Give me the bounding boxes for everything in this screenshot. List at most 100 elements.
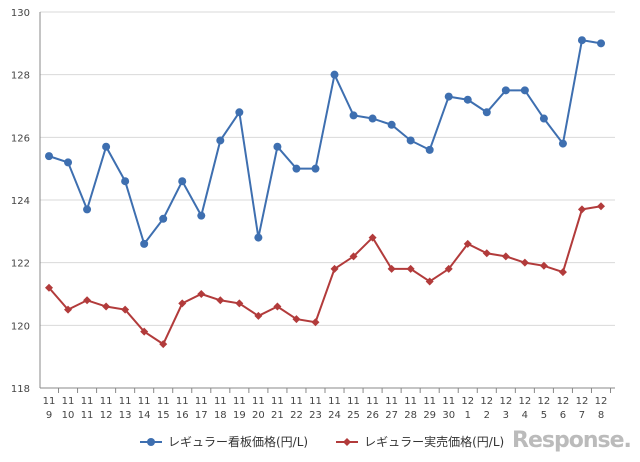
x-tick-label-day: 22 — [290, 410, 303, 421]
x-tick-label-month: 11 — [214, 396, 227, 407]
data-point — [482, 108, 491, 117]
data-point — [425, 145, 434, 154]
x-tick-label-day: 23 — [309, 410, 322, 421]
x-tick-label-month: 11 — [347, 396, 360, 407]
data-point — [406, 136, 415, 145]
x-tick-label-day: 1 — [465, 410, 471, 421]
data-point — [501, 252, 510, 261]
x-tick-label-day: 20 — [252, 410, 265, 421]
legend: レギュラー看板価格(円/L) レギュラー実売価格(円/L) — [140, 433, 504, 450]
data-point — [159, 214, 168, 223]
x-tick-label-day: 26 — [366, 410, 379, 421]
x-tick-label-day: 15 — [157, 410, 170, 421]
data-point — [463, 95, 472, 104]
x-tick-label-month: 11 — [385, 396, 398, 407]
x-tick-label-month: 11 — [233, 396, 246, 407]
x-tick-label-month: 11 — [157, 396, 170, 407]
x-tick-label-day: 16 — [176, 410, 189, 421]
data-point — [235, 299, 244, 308]
data-point — [273, 302, 282, 311]
x-tick-label-month: 12 — [518, 396, 531, 407]
data-point — [520, 258, 529, 267]
x-tick-label-month: 11 — [195, 396, 208, 407]
data-point — [64, 158, 73, 167]
data-point — [444, 264, 453, 273]
data-point — [577, 205, 586, 214]
data-point — [349, 111, 358, 120]
x-tick-label-day: 27 — [385, 410, 398, 421]
data-point — [216, 296, 225, 305]
y-tick-label: 120 — [11, 321, 30, 332]
x-tick-label-day: 2 — [484, 410, 490, 421]
x-tick-label-day: 29 — [423, 410, 436, 421]
data-point — [140, 327, 149, 336]
x-tick-label-day: 18 — [214, 410, 227, 421]
x-tick-label-day: 28 — [404, 410, 417, 421]
y-tick-label: 128 — [11, 71, 30, 82]
data-point — [349, 252, 358, 261]
data-point — [558, 268, 567, 277]
x-tick-label-month: 12 — [595, 396, 608, 407]
data-point — [178, 299, 187, 308]
response-logo: Response. — [512, 428, 632, 453]
x-tick-label-month: 12 — [576, 396, 589, 407]
x-tick-label-month: 11 — [309, 396, 322, 407]
x-tick-label-month: 11 — [252, 396, 265, 407]
data-point — [83, 296, 92, 305]
x-tick-label-day: 17 — [195, 410, 208, 421]
data-point — [597, 39, 605, 48]
data-point — [140, 239, 149, 248]
data-point — [311, 318, 320, 327]
x-tick-label-day: 24 — [328, 410, 341, 421]
data-point — [330, 70, 339, 79]
x-tick-label-day: 25 — [347, 410, 360, 421]
data-point — [83, 205, 92, 214]
data-point — [387, 264, 396, 273]
data-point — [254, 233, 263, 242]
y-tick-label: 126 — [11, 133, 30, 144]
x-tick-label-day: 5 — [541, 410, 547, 421]
x-tick-label-day: 7 — [579, 410, 585, 421]
legend-item-actual-price: レギュラー実売価格(円/L) — [336, 433, 504, 450]
x-tick-label-day: 4 — [522, 410, 528, 421]
data-point — [64, 305, 73, 314]
y-tick-label: 122 — [11, 259, 30, 270]
data-point — [102, 142, 111, 151]
x-tick-label-month: 12 — [538, 396, 551, 407]
data-point — [235, 108, 244, 117]
legend-label: レギュラー実売価格(円/L) — [364, 435, 505, 449]
x-tick-label-month: 11 — [81, 396, 94, 407]
data-point — [121, 177, 130, 186]
data-point — [102, 302, 111, 311]
data-point — [539, 114, 548, 123]
data-point — [597, 202, 605, 211]
data-point — [539, 261, 548, 270]
x-tick-label-month: 11 — [404, 396, 417, 407]
x-tick-label-month: 11 — [100, 396, 113, 407]
data-point — [406, 264, 415, 273]
data-point — [311, 164, 320, 173]
data-point — [178, 177, 187, 186]
legend-marker-diamond-icon — [336, 437, 359, 446]
x-tick-label-month: 11 — [138, 396, 151, 407]
x-tick-label-day: 6 — [560, 410, 566, 421]
data-point — [45, 283, 53, 292]
data-point — [520, 86, 529, 95]
x-tick-label-month: 12 — [557, 396, 570, 407]
data-point — [425, 277, 434, 286]
data-point — [292, 315, 301, 324]
data-point — [558, 139, 567, 148]
x-tick-label-day: 30 — [442, 410, 455, 421]
x-tick-label-month: 11 — [366, 396, 379, 407]
y-tick-label: 130 — [11, 8, 30, 19]
data-point — [273, 142, 282, 151]
data-point — [254, 311, 263, 320]
x-tick-label-month: 11 — [442, 396, 455, 407]
x-tick-label-day: 14 — [138, 410, 151, 421]
y-tick-label: 118 — [11, 384, 30, 395]
x-tick-label-month: 11 — [62, 396, 75, 407]
data-point — [368, 114, 377, 123]
x-tick-label-day: 21 — [271, 410, 284, 421]
x-tick-label-month: 12 — [480, 396, 493, 407]
